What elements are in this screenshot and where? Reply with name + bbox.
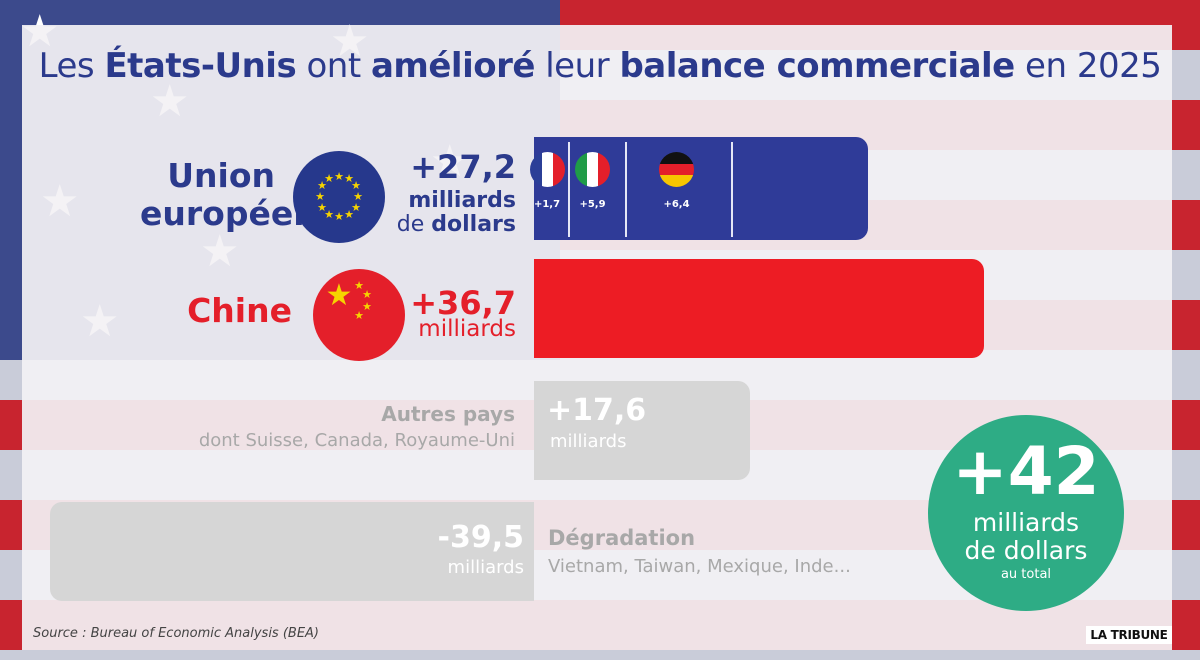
svg-text:★: ★	[324, 208, 334, 221]
china-value: +36,7	[410, 284, 516, 322]
total-unit-1: milliards	[972, 508, 1080, 537]
germany-flag-icon	[659, 152, 694, 187]
degradation-value: -39,5	[437, 520, 524, 555]
eu-label: Union européenne	[140, 156, 363, 233]
other-label: Autres pays	[381, 402, 515, 426]
svg-text:★: ★	[354, 309, 364, 322]
svg-text:★: ★	[362, 300, 372, 313]
brand-logo: LA TRIBUNE	[1086, 626, 1172, 644]
eu-unit-1: milliards	[408, 188, 516, 213]
degradation-unit: milliards	[447, 557, 524, 578]
svg-text:★: ★	[334, 210, 344, 223]
source-note: Source : Bureau of Economic Analysis (BE…	[33, 626, 320, 641]
svg-text:★: ★	[317, 179, 327, 192]
other-unit: milliards	[550, 431, 627, 452]
svg-text:★: ★	[353, 190, 363, 203]
svg-text:★: ★	[315, 190, 325, 203]
total-badge: +42 milliards de dollars au total	[928, 415, 1124, 611]
svg-text:★: ★	[344, 172, 354, 185]
page-title: Les États-Unis ont amélioré leur balance…	[38, 46, 1162, 86]
eu-separator	[731, 142, 733, 237]
eu-value: +27,2	[410, 148, 516, 186]
svg-text:★: ★	[334, 170, 344, 183]
france-value: +1,7	[533, 199, 561, 210]
svg-text:★: ★	[326, 278, 353, 313]
bar-china	[534, 259, 984, 358]
france-flag-icon	[530, 152, 565, 187]
bar-eu	[534, 137, 868, 240]
bar-degradation	[49, 502, 534, 601]
other-value: +17,6	[547, 393, 647, 428]
total-unit-3: au total	[1000, 567, 1052, 582]
svg-text:★: ★	[351, 201, 361, 214]
svg-text:★: ★	[351, 179, 361, 192]
svg-text:★: ★	[317, 201, 327, 214]
eu-unit-2: de dollars	[396, 212, 516, 237]
italy-flag-icon	[575, 152, 610, 187]
degradation-sublabel: Vietnam, Taiwan, Mexique, Inde...	[548, 556, 851, 577]
china-flag-icon: ★ ★ ★ ★ ★	[313, 269, 405, 361]
bar-other	[534, 381, 750, 480]
eu-flag-icon: ★ ★ ★ ★ ★ ★ ★ ★ ★ ★ ★ ★	[293, 151, 385, 243]
china-label: Chine	[187, 291, 292, 330]
eu-separator	[568, 142, 570, 237]
italy-value: +5,9	[579, 199, 606, 210]
degradation-label: Dégradation	[548, 526, 696, 550]
germany-value: +6,4	[663, 199, 690, 210]
other-sublabel: dont Suisse, Canada, Royaume-Uni	[198, 430, 515, 451]
eu-separator	[625, 142, 627, 237]
svg-text:★: ★	[362, 288, 372, 301]
total-value: +42	[952, 433, 1100, 510]
svg-text:★: ★	[344, 208, 354, 221]
total-unit-2: de dollars	[964, 536, 1088, 565]
china-unit: milliards	[418, 316, 516, 342]
svg-text:★: ★	[354, 279, 364, 292]
svg-text:★: ★	[324, 172, 334, 185]
